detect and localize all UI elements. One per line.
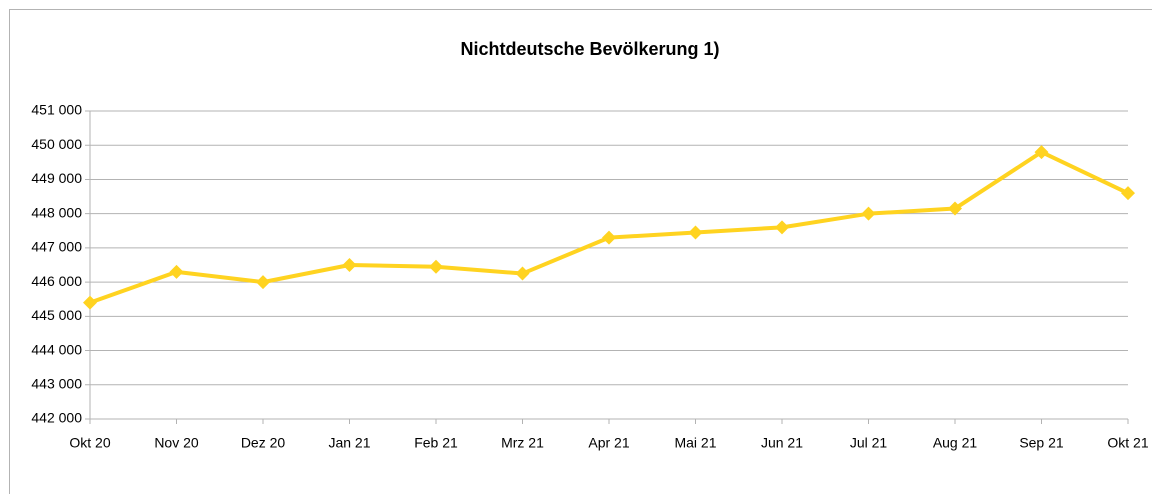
data-point — [861, 206, 876, 221]
chart-border — [9, 9, 1152, 494]
x-tick-label: Sep 21 — [1019, 435, 1064, 451]
y-tick-label: 451 000 — [31, 102, 82, 118]
data-point — [169, 264, 184, 279]
x-tick-label: Jul 21 — [850, 435, 888, 451]
y-tick-label: 450 000 — [31, 136, 82, 152]
data-point — [83, 295, 97, 310]
series-line — [89, 150, 1129, 305]
x-tick-label: Feb 21 — [414, 435, 458, 451]
x-tick-label: Nov 20 — [154, 435, 199, 451]
y-tick-label: 448 000 — [31, 204, 82, 220]
data-point — [775, 220, 789, 235]
data-point — [429, 259, 443, 274]
x-tick-label: Dez 20 — [241, 435, 286, 451]
x-tick-label: Jun 21 — [761, 435, 803, 451]
y-tick-label: 446 000 — [31, 273, 82, 289]
x-tick-label: Okt 21 — [1107, 435, 1148, 451]
x-tick-label: Jan 21 — [328, 435, 370, 451]
y-tick-label: 449 000 — [31, 170, 82, 186]
y-tick-label: 443 000 — [31, 375, 82, 391]
y-tick-label: 445 000 — [31, 307, 82, 323]
x-tick-label: Okt 20 — [69, 435, 110, 451]
data-point — [688, 225, 703, 240]
data-point — [948, 201, 962, 216]
y-tick-label: 447 000 — [31, 239, 82, 255]
y-tick-label: 442 000 — [31, 410, 82, 426]
data-point — [342, 258, 357, 272]
x-tick-label: Mrz 21 — [501, 435, 544, 451]
x-tick-label: Mai 21 — [674, 435, 716, 451]
data-point — [602, 230, 616, 245]
data-point — [1034, 145, 1049, 160]
y-tick-label: 444 000 — [31, 341, 82, 357]
data-point — [256, 275, 270, 290]
data-point — [515, 266, 530, 281]
x-tick-label: Aug 21 — [933, 435, 978, 451]
x-tick-label: Apr 21 — [588, 435, 629, 451]
chart-title: Nichtdeutsche Bevölkerung 1) — [460, 39, 719, 59]
data-point — [1121, 186, 1135, 201]
